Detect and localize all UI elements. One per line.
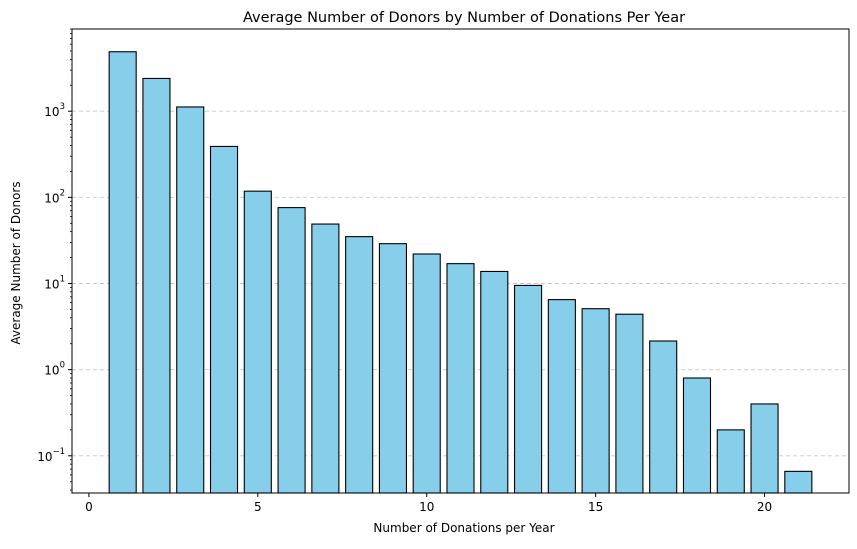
y-tick-label: 101 xyxy=(44,275,65,292)
x-axis-label: Number of Donations per Year xyxy=(373,521,554,535)
bar xyxy=(581,308,610,494)
bar xyxy=(311,223,340,494)
bar xyxy=(142,77,171,494)
x-tick-label: 0 xyxy=(85,500,93,514)
bar xyxy=(649,340,678,494)
bar xyxy=(243,190,272,494)
bars xyxy=(108,51,813,494)
plot-frame xyxy=(71,28,850,494)
bar xyxy=(108,51,137,494)
x-tick-label: 5 xyxy=(254,500,262,514)
y-tick-label: 103 xyxy=(44,102,65,119)
bar xyxy=(378,243,407,494)
bar xyxy=(209,145,239,494)
chart-title: Average Number of Donors by Number of Do… xyxy=(243,10,685,26)
bar xyxy=(750,403,779,494)
bar xyxy=(480,270,509,494)
y-tick-label: 100 xyxy=(44,361,65,378)
bar xyxy=(345,236,374,494)
bar xyxy=(412,253,441,494)
bar xyxy=(615,313,644,494)
bar xyxy=(784,470,813,494)
bar xyxy=(716,429,745,494)
y-tick-label: 10−1 xyxy=(37,447,65,464)
bar xyxy=(277,207,306,494)
axes: 0 5 10 15 20 10−1 100 101 102 103 xyxy=(37,28,850,514)
y-tick-label: 102 xyxy=(44,188,65,205)
bar xyxy=(176,106,205,494)
bar xyxy=(446,263,475,494)
bar xyxy=(514,284,543,494)
x-tick-label: 20 xyxy=(757,500,772,514)
bar xyxy=(682,377,712,494)
y-axis-label: Average Number of Donors xyxy=(9,181,23,344)
bar xyxy=(547,299,576,494)
x-tick-label: 15 xyxy=(588,500,603,514)
x-tick-label: 10 xyxy=(419,500,434,514)
